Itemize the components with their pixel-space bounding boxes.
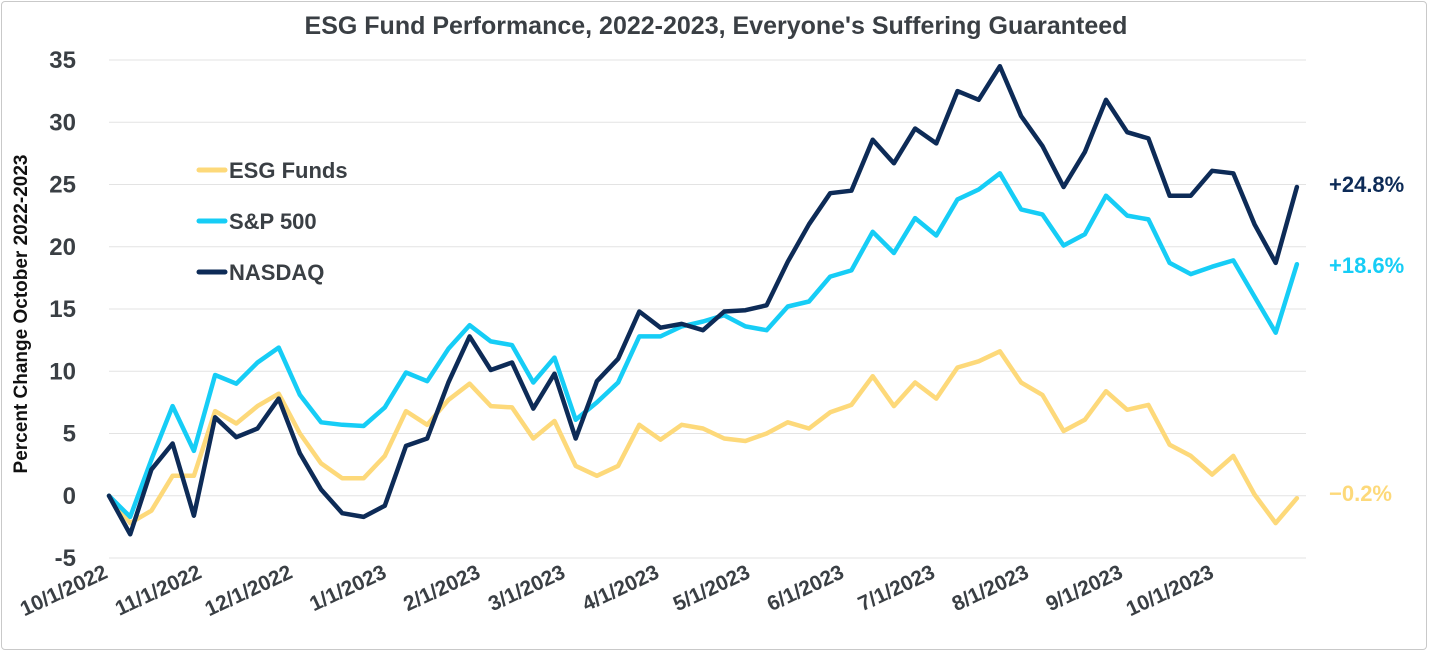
end-labels: −0.2% +18.6% +24.8% [1329,172,1404,506]
legend: ESG Funds S&P 500 NASDAQ [196,158,348,285]
x-tick-label: 5/1/2023 [670,561,754,616]
x-tick-label: 6/1/2023 [764,561,848,616]
y-tick-label: -5 [55,545,76,572]
x-tick-label: 2/1/2023 [400,561,484,616]
series-line-nasdaq [106,63,1300,537]
x-tick-label: 3/1/2023 [485,561,569,616]
series-lines [106,63,1300,537]
end-value-label: +24.8% [1329,172,1404,197]
y-tick-label: 10 [49,358,76,385]
y-axis-ticks: -5 0 5 10 15 20 25 30 35 [49,47,76,572]
y-tick-label: 5 [63,421,76,448]
x-tick-label: 1/1/2023 [306,561,390,616]
y-tick-label: 30 [49,109,76,136]
x-tick-label: 7/1/2023 [855,561,939,616]
x-tick-label: 11/1/2022 [112,561,205,621]
x-tick-label: 12/1/2022 [202,561,296,621]
y-tick-label: 20 [49,234,76,261]
x-tick-label: 4/1/2023 [579,561,663,616]
series-line-s-p-500 [106,171,1300,520]
legend-s-p-500-label: S&P 500 [229,209,317,234]
x-tick-label: 9/1/2023 [1042,561,1126,616]
series-line-esg-funds [106,349,1300,526]
end-value-label: −0.2% [1329,481,1392,506]
x-tick-label: 8/1/2023 [949,561,1033,616]
y-tick-label: 25 [49,172,76,199]
y-axis-label: Percent Change October 2022-2023 [11,155,32,474]
legend-nasdaq-label: NASDAQ [229,260,324,285]
legend-esg-funds-label: ESG Funds [229,158,348,183]
y-tick-label: 35 [49,47,76,74]
gridlines [109,59,1306,559]
x-tick-label: 10/1/2023 [1123,561,1217,621]
y-tick-label: 15 [49,296,76,323]
chart-title: ESG Fund Performance, 2022-2023, Everyon… [305,12,1128,40]
end-value-label: +18.6% [1329,253,1404,278]
y-tick-label: 0 [63,483,76,510]
